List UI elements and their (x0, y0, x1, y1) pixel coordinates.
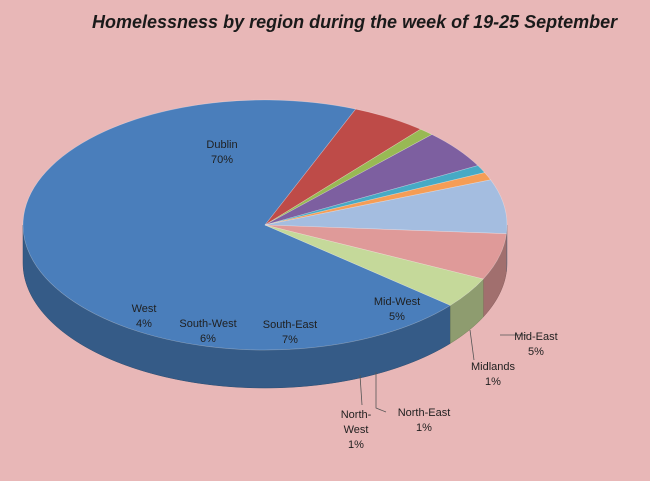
data-label-west: 4% (136, 318, 152, 330)
slice-midlands (264, 128, 433, 226)
category-label-dublin: Dublin (206, 139, 237, 151)
category-label-south-east: South-East (263, 319, 317, 331)
data-label-north-east: 1% (416, 422, 432, 434)
pie-tops (22, 99, 508, 351)
category-label-west: West (132, 303, 157, 315)
slice-mid-west (264, 134, 479, 226)
category-label-mid-east: Mid-East (514, 331, 557, 343)
slice-south-west (264, 224, 507, 280)
data-label-south-west: 6% (200, 333, 216, 345)
category-label-midlands: Midlands (471, 361, 516, 373)
leader-line-midlands (469, 329, 475, 361)
slice-dublin (22, 99, 452, 351)
data-label-dublin: 70% (211, 154, 233, 166)
chart-title: Homelessness by region during the week o… (92, 12, 618, 32)
slice-west (264, 224, 484, 306)
data-label-north-west: 1% (348, 439, 364, 451)
slice-mid-east (264, 108, 422, 226)
category-label-mid-west: Mid-West (374, 296, 420, 308)
leader-line-north-west (359, 374, 363, 406)
slice-north-east (264, 165, 486, 226)
category-label-south-west: South-West (179, 318, 236, 330)
slice-north-west (264, 172, 492, 226)
data-label-mid-west: 5% (389, 311, 405, 323)
leader-line-north-east (375, 372, 387, 413)
slice-labels: Dublin 70% Mid-East 5% Midlands 1% Mid-West 5% N… (132, 139, 558, 451)
data-label-midlands: 1% (485, 376, 501, 388)
category-label-north-west-2: West (344, 424, 369, 436)
slice-south-east (264, 179, 508, 235)
category-label-north-west-1: North- (341, 409, 372, 421)
data-label-south-east: 7% (282, 334, 298, 346)
category-label-north-east: North-East (398, 407, 451, 419)
data-label-mid-east: 5% (528, 346, 544, 358)
